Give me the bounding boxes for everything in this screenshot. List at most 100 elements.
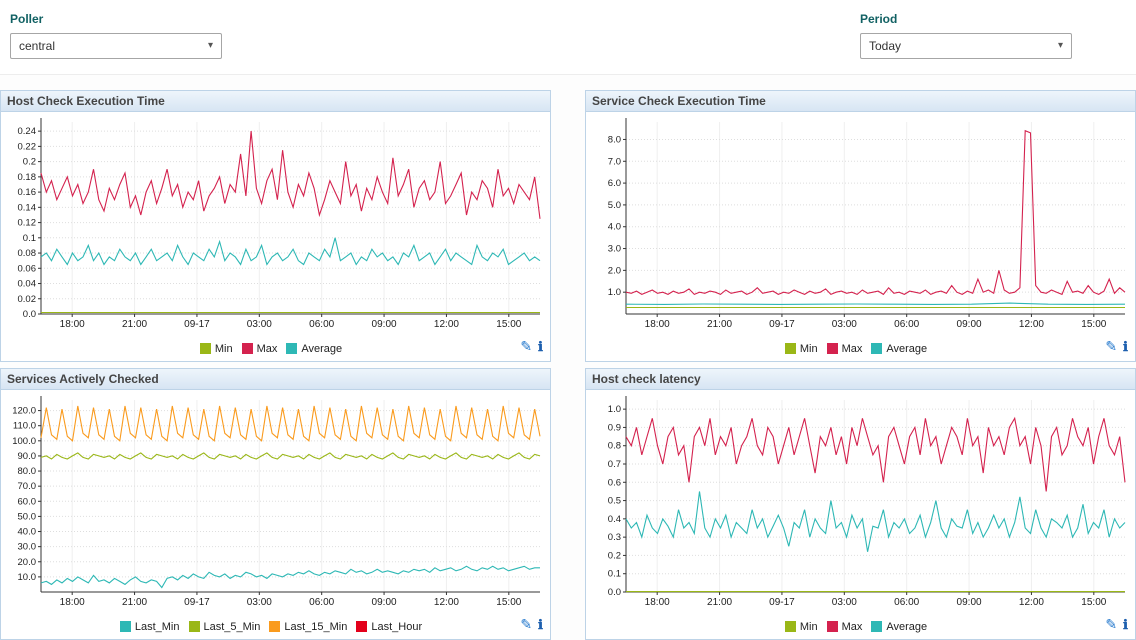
legend-label: Min — [799, 620, 818, 633]
panel-actions: ✎ ℹ — [520, 617, 543, 631]
svg-text:0.14: 0.14 — [18, 202, 37, 213]
panel-host-check-execution-time: Host Check Execution Time 0.0 0.02 0.04 0.0… — [0, 90, 551, 362]
panel-footer: Min Max Average ✎ ℹ — [1, 336, 550, 361]
svg-text:0.7: 0.7 — [608, 459, 621, 470]
svg-text:0.1: 0.1 — [608, 569, 621, 580]
legend-swatch — [784, 621, 796, 632]
svg-text:09:00: 09:00 — [957, 597, 982, 608]
svg-text:0.08: 0.08 — [18, 248, 37, 259]
period-select[interactable]: Today ▾ — [860, 33, 1072, 59]
panel-actions: ✎ ℹ — [1105, 617, 1128, 631]
svg-text:6.0: 6.0 — [608, 178, 621, 189]
svg-text:0.2: 0.2 — [608, 550, 621, 561]
svg-text:0.06: 0.06 — [18, 263, 37, 274]
svg-text:100.0: 100.0 — [12, 436, 36, 447]
svg-text:90.0: 90.0 — [18, 451, 37, 462]
panel-title: Service Check Execution Time — [586, 91, 1135, 112]
svg-text:4.0: 4.0 — [608, 222, 621, 233]
chart-legend: Min Max Average — [199, 342, 351, 355]
svg-text:8.0: 8.0 — [608, 134, 621, 145]
info-icon[interactable]: ℹ — [1123, 338, 1128, 354]
legend-item: Average — [871, 621, 927, 633]
svg-text:0.18: 0.18 — [18, 172, 37, 183]
chart-canvas: 1.0 2.0 3.0 4.0 5.0 6.0 7.0 8.0 18:00 21:00 09-17 0… — [586, 112, 1135, 336]
panel-actions: ✎ ℹ — [1105, 339, 1128, 353]
svg-text:0.22: 0.22 — [18, 141, 37, 152]
svg-text:15:00: 15:00 — [1081, 597, 1106, 608]
svg-text:50.0: 50.0 — [18, 511, 37, 522]
legend-label: Last_15_Min — [284, 620, 348, 633]
chart-legend: Min Max Average — [784, 342, 936, 355]
info-icon[interactable]: ℹ — [538, 338, 543, 354]
svg-text:21:00: 21:00 — [122, 597, 147, 608]
edit-icon[interactable]: ✎ — [520, 338, 533, 354]
poller-control: Poller central ▾ — [10, 12, 222, 59]
svg-text:0.0: 0.0 — [608, 587, 621, 598]
svg-text:0.24: 0.24 — [18, 126, 37, 137]
period-select-value: Today — [869, 39, 902, 53]
svg-text:09:00: 09:00 — [372, 319, 397, 330]
svg-text:0.12: 0.12 — [18, 218, 37, 229]
legend-item: Last_5_Min — [188, 621, 260, 633]
panel-footer: Last_Min Last_5_Min Last_15_Min Last_Hour ✎… — [1, 614, 550, 639]
info-icon[interactable]: ℹ — [538, 616, 543, 632]
svg-text:18:00: 18:00 — [60, 319, 85, 330]
svg-text:09-17: 09-17 — [769, 319, 795, 330]
panel-footer: Min Max Average ✎ ℹ — [586, 614, 1135, 639]
legend-label: Max — [841, 620, 863, 633]
legend-label: Average — [886, 342, 928, 355]
svg-text:110.0: 110.0 — [13, 421, 36, 432]
panel-host-check-latency: Host check latency 0.0 0.1 0.2 0.3 0.4 0.5 0.6… — [585, 368, 1136, 640]
svg-text:09:00: 09:00 — [372, 597, 397, 608]
legend-swatch — [199, 343, 211, 354]
svg-text:2.0: 2.0 — [608, 265, 621, 276]
svg-text:0.04: 0.04 — [18, 279, 37, 290]
svg-text:09:00: 09:00 — [957, 319, 982, 330]
panel-title: Host check latency — [586, 369, 1135, 390]
chevron-down-icon: ▾ — [1057, 40, 1063, 51]
legend-swatch — [784, 343, 796, 354]
poller-select[interactable]: central ▾ — [10, 33, 222, 59]
svg-text:18:00: 18:00 — [645, 597, 670, 608]
svg-text:70.0: 70.0 — [18, 481, 37, 492]
svg-text:3.0: 3.0 — [608, 244, 621, 255]
chart-canvas: 10.0 20.0 30.0 40.0 50.0 60.0 70.0 80.0 90.0 100.… — [1, 390, 550, 614]
svg-text:06:00: 06:00 — [309, 319, 334, 330]
svg-text:06:00: 06:00 — [894, 319, 919, 330]
legend-swatch — [188, 621, 200, 632]
edit-icon[interactable]: ✎ — [1105, 616, 1118, 632]
poller-label: Poller — [10, 12, 44, 26]
legend-label: Max — [256, 342, 278, 355]
info-icon[interactable]: ℹ — [1123, 616, 1128, 632]
edit-icon[interactable]: ✎ — [1105, 338, 1118, 354]
svg-text:09-17: 09-17 — [184, 597, 210, 608]
legend-swatch — [119, 621, 131, 632]
svg-text:120.0: 120.0 — [12, 406, 36, 417]
panel-title: Host Check Execution Time — [1, 91, 550, 112]
chart-canvas: 0.0 0.02 0.04 0.06 0.08 0.1 0.12 0.14 0.16 0.18 0.… — [1, 112, 550, 336]
svg-text:03:00: 03:00 — [247, 319, 272, 330]
svg-text:18:00: 18:00 — [645, 319, 670, 330]
legend-swatch — [269, 621, 281, 632]
svg-text:12:00: 12:00 — [434, 319, 459, 330]
legend-item: Max — [826, 620, 863, 633]
legend-swatch — [356, 621, 368, 632]
svg-text:03:00: 03:00 — [247, 597, 272, 608]
edit-icon[interactable]: ✎ — [520, 616, 533, 632]
legend-label: Min — [799, 342, 818, 355]
chart-legend: Min Max Average — [784, 620, 936, 633]
svg-text:0.4: 0.4 — [608, 514, 621, 525]
svg-text:15:00: 15:00 — [496, 597, 521, 608]
svg-text:0.0: 0.0 — [23, 309, 36, 320]
legend-item: Last_Hour — [356, 621, 422, 633]
legend-label: Last_Min — [134, 620, 180, 633]
chart-canvas: 0.0 0.1 0.2 0.3 0.4 0.5 0.6 0.7 0.8 0.9 1.0 18:00 21… — [586, 390, 1135, 614]
svg-text:40.0: 40.0 — [18, 527, 37, 538]
svg-text:15:00: 15:00 — [496, 319, 521, 330]
legend-label: Max — [841, 342, 863, 355]
svg-text:03:00: 03:00 — [832, 597, 857, 608]
legend-label: Average — [301, 342, 343, 355]
svg-text:09-17: 09-17 — [184, 319, 210, 330]
panel-actions: ✎ ℹ — [520, 339, 543, 353]
svg-text:0.9: 0.9 — [608, 422, 621, 433]
